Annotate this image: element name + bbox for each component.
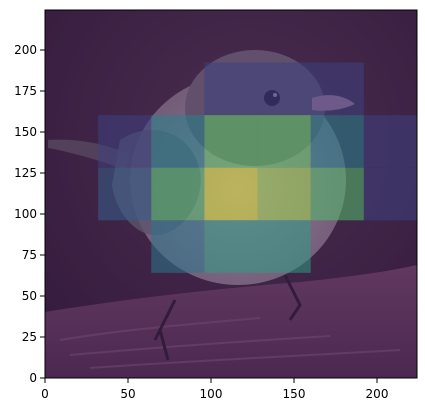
- heatmap-cell: [204, 62, 258, 116]
- x-tick-label: 100: [200, 387, 223, 401]
- y-tick-label: 75: [22, 248, 37, 262]
- y-tick-label: 175: [14, 84, 37, 98]
- x-tick-label: 200: [366, 387, 389, 401]
- heatmap-cell: [204, 167, 258, 221]
- y-tick-label: 25: [22, 330, 37, 344]
- y-tick-label: 0: [29, 371, 37, 385]
- heatmap-cell: [257, 62, 311, 116]
- heatmap-cell: [98, 167, 152, 221]
- y-tick-label: 100: [14, 207, 37, 221]
- heatmap-cell: [204, 115, 258, 168]
- x-axis: 0 50 100 150 200: [41, 378, 388, 401]
- heatmap-cell: [363, 167, 417, 221]
- y-tick-label: 50: [22, 289, 37, 303]
- heatmap-cell: [151, 167, 205, 221]
- heatmap-cell: [310, 115, 364, 168]
- heatmap-cell: [151, 115, 205, 168]
- heatmap-cell: [204, 220, 258, 273]
- heatmap-cell: [151, 220, 205, 273]
- heatmap-cell: [257, 167, 311, 221]
- heatmap-cell: [310, 62, 364, 116]
- y-tick-label: 200: [14, 43, 37, 57]
- heatmap-cell: [257, 220, 311, 273]
- y-tick-label: 125: [14, 166, 37, 180]
- axes: 0 50 100 150 200 0 25 50 75 100 125 150 …: [14, 9, 418, 401]
- bird-legs: [153, 274, 302, 361]
- heatmap-cell: [98, 115, 152, 168]
- heatmap-cell: [257, 115, 311, 168]
- x-tick-label: 50: [120, 387, 135, 401]
- log-texture: [59, 317, 401, 369]
- y-tick-label: 150: [14, 125, 37, 139]
- plot-frame: [44, 9, 418, 379]
- y-axis: 0 25 50 75 100 125 150 175 200: [14, 43, 45, 385]
- heatmap-overlay: [45, 10, 417, 378]
- heatmap-cell: [363, 115, 417, 168]
- x-tick-label: 150: [283, 387, 306, 401]
- x-tick-label: 0: [41, 387, 49, 401]
- heatmap-cell: [310, 167, 364, 221]
